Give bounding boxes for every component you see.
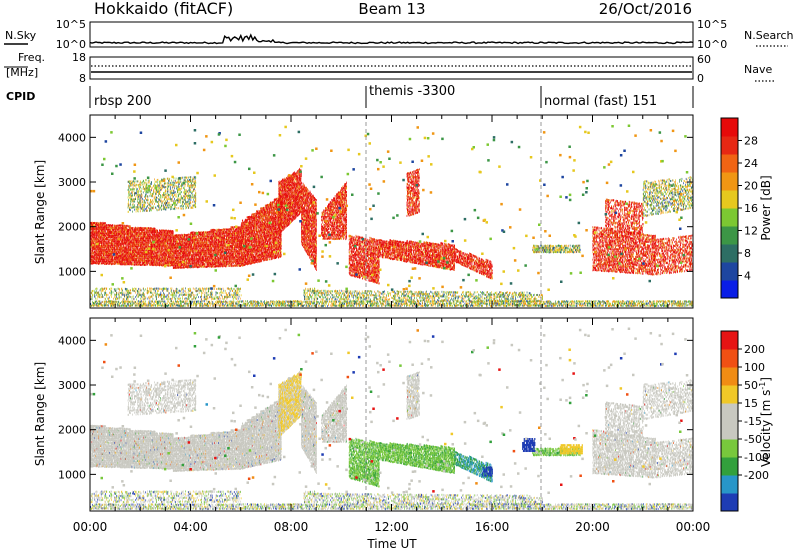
colorbar-tick-label: -200 bbox=[744, 469, 769, 482]
colorbar-swatch bbox=[721, 403, 738, 422]
colorbar-swatch bbox=[721, 172, 738, 191]
y-tick-label: 2000 bbox=[58, 221, 86, 234]
x-tick-label: 00:00 bbox=[73, 520, 108, 534]
colorbar-swatch bbox=[721, 118, 738, 137]
colorbar-tick-label: 20 bbox=[744, 180, 758, 193]
colorbar-swatch bbox=[721, 493, 738, 512]
colorbar-tick-label: 50 bbox=[744, 379, 758, 392]
cpid-label: CPID bbox=[6, 90, 35, 103]
freq-unit-label: [MHz] bbox=[6, 66, 38, 79]
colorbar-swatch bbox=[721, 331, 738, 350]
noise-panel: N.Sky 10^5 10^0 10^5 10^0 N.Search bbox=[4, 18, 794, 51]
freq-left-tick-bottom: 8 bbox=[79, 72, 86, 85]
power-colorbar-label: Power [dB] bbox=[759, 175, 773, 240]
x-tick-label: 00:00 bbox=[676, 520, 711, 534]
y-tick-label: 2000 bbox=[58, 424, 86, 437]
y-tick-label: 4000 bbox=[58, 334, 86, 347]
colorbar-swatch bbox=[721, 262, 738, 281]
colorbar-swatch bbox=[721, 280, 738, 299]
power-panel: 1000 2000 3000 4000 Slant Range [km] bbox=[33, 114, 694, 309]
noise-right-tick-top: 10^5 bbox=[697, 18, 727, 31]
noise-sky-label: N.Sky bbox=[5, 29, 37, 42]
x-tick-label: 12:00 bbox=[374, 520, 409, 534]
colorbar-tick-label: 24 bbox=[744, 157, 758, 170]
colorbar-tick-label: 15 bbox=[744, 397, 758, 410]
noise-left-tick-bottom: 10^0 bbox=[56, 38, 86, 51]
x-tick-label: 08:00 bbox=[274, 520, 309, 534]
colorbar-swatch bbox=[721, 226, 738, 245]
velocity-colorbar-label: Velocity [m s-1] bbox=[758, 377, 773, 467]
freq-label: Freq. bbox=[18, 51, 45, 64]
velocity-y-axis: 1000 2000 3000 4000 bbox=[58, 334, 693, 481]
colorbar-tick-label: -15 bbox=[744, 415, 762, 428]
y-tick-label: 1000 bbox=[58, 265, 86, 278]
colorbar-swatch bbox=[721, 385, 738, 404]
y-tick-label: 3000 bbox=[58, 379, 86, 392]
colorbar-swatch bbox=[721, 190, 738, 209]
colorbar-tick-label: 100 bbox=[744, 361, 765, 374]
colorbar-tick-label: 16 bbox=[744, 202, 758, 215]
power-y-axis-label: Slant Range [km] bbox=[33, 160, 47, 264]
nave-tick-top: 60 bbox=[697, 53, 711, 66]
power-heatmap bbox=[90, 124, 693, 308]
cpid-row: CPID rbsp 200 themis -3300 normal (fast)… bbox=[6, 84, 694, 109]
colorbar-tick-label: 28 bbox=[744, 135, 758, 148]
y-tick-label: 1000 bbox=[58, 468, 86, 481]
x-tick-label: 04:00 bbox=[173, 520, 208, 534]
power-colorbar: 4 8 12 16 20 24 28 Power [dB] bbox=[720, 117, 773, 299]
y-tick-label: 4000 bbox=[58, 131, 86, 144]
beam-label: Beam 13 bbox=[358, 0, 425, 18]
cpid-segment-1: rbsp 200 bbox=[94, 94, 152, 109]
colorbar-swatch bbox=[721, 136, 738, 155]
velocity-x-ticks bbox=[89, 318, 694, 511]
colorbar-tick-label: 200 bbox=[744, 343, 765, 356]
velocity-y-axis-label: Slant Range [km] bbox=[33, 362, 47, 466]
cpid-segment-2: themis -3300 bbox=[369, 84, 455, 99]
nave-tick-bottom: 0 bbox=[697, 72, 704, 85]
colorbar-swatch bbox=[721, 244, 738, 263]
nave-label: Nave bbox=[744, 63, 772, 76]
colorbar-tick-label: 12 bbox=[744, 225, 758, 238]
colorbar-swatch bbox=[721, 421, 738, 440]
date-label: 26/Oct/2016 bbox=[599, 0, 692, 18]
power-y-axis: 1000 2000 3000 4000 bbox=[58, 131, 693, 278]
x-tick-label: 20:00 bbox=[575, 520, 610, 534]
colorbar-swatch bbox=[721, 439, 738, 458]
colorbar-swatch bbox=[721, 208, 738, 227]
colorbar-tick-label: -100 bbox=[744, 451, 769, 464]
noise-right-tick-bottom: 10^0 bbox=[697, 38, 727, 51]
colorbar-swatch bbox=[721, 457, 738, 476]
freq-left-tick-top: 18 bbox=[72, 51, 86, 64]
noise-sky-trace bbox=[89, 33, 694, 45]
cpid-segment-3: normal (fast) 151 bbox=[544, 94, 657, 109]
noise-left-tick-top: 10^5 bbox=[56, 18, 86, 31]
colorbar-tick-label: -50 bbox=[744, 433, 762, 446]
frequency-panel: Freq. [MHz] 18 8 60 0 Nave bbox=[4, 51, 774, 85]
velocity-panel: 1000 2000 3000 4000 Slant Range [km] bbox=[33, 317, 694, 512]
velocity-colorbar: 200 100 50 15 -15 -50 -100 -200 Velocity [m s-1… bbox=[720, 330, 773, 512]
velocity-heatmap bbox=[90, 327, 693, 511]
colorbar-swatch bbox=[721, 349, 738, 368]
colorbar-swatch bbox=[721, 475, 738, 494]
noise-search-label: N.Search bbox=[744, 29, 794, 42]
plot-title: Hokkaido (fitACF) bbox=[94, 0, 233, 18]
y-tick-label: 3000 bbox=[58, 176, 86, 189]
time-axis: 00:00 04:00 08:00 12:00 16:00 20:00 00:00 bbox=[73, 520, 711, 534]
colorbar-swatch bbox=[721, 367, 738, 386]
x-tick-label: 16:00 bbox=[475, 520, 510, 534]
x-axis-label: Time UT bbox=[366, 537, 417, 551]
power-x-ticks bbox=[89, 115, 694, 308]
colorbar-tick-label: 8 bbox=[744, 247, 751, 260]
colorbar-swatch bbox=[721, 154, 738, 173]
colorbar-tick-label: 4 bbox=[744, 270, 751, 283]
